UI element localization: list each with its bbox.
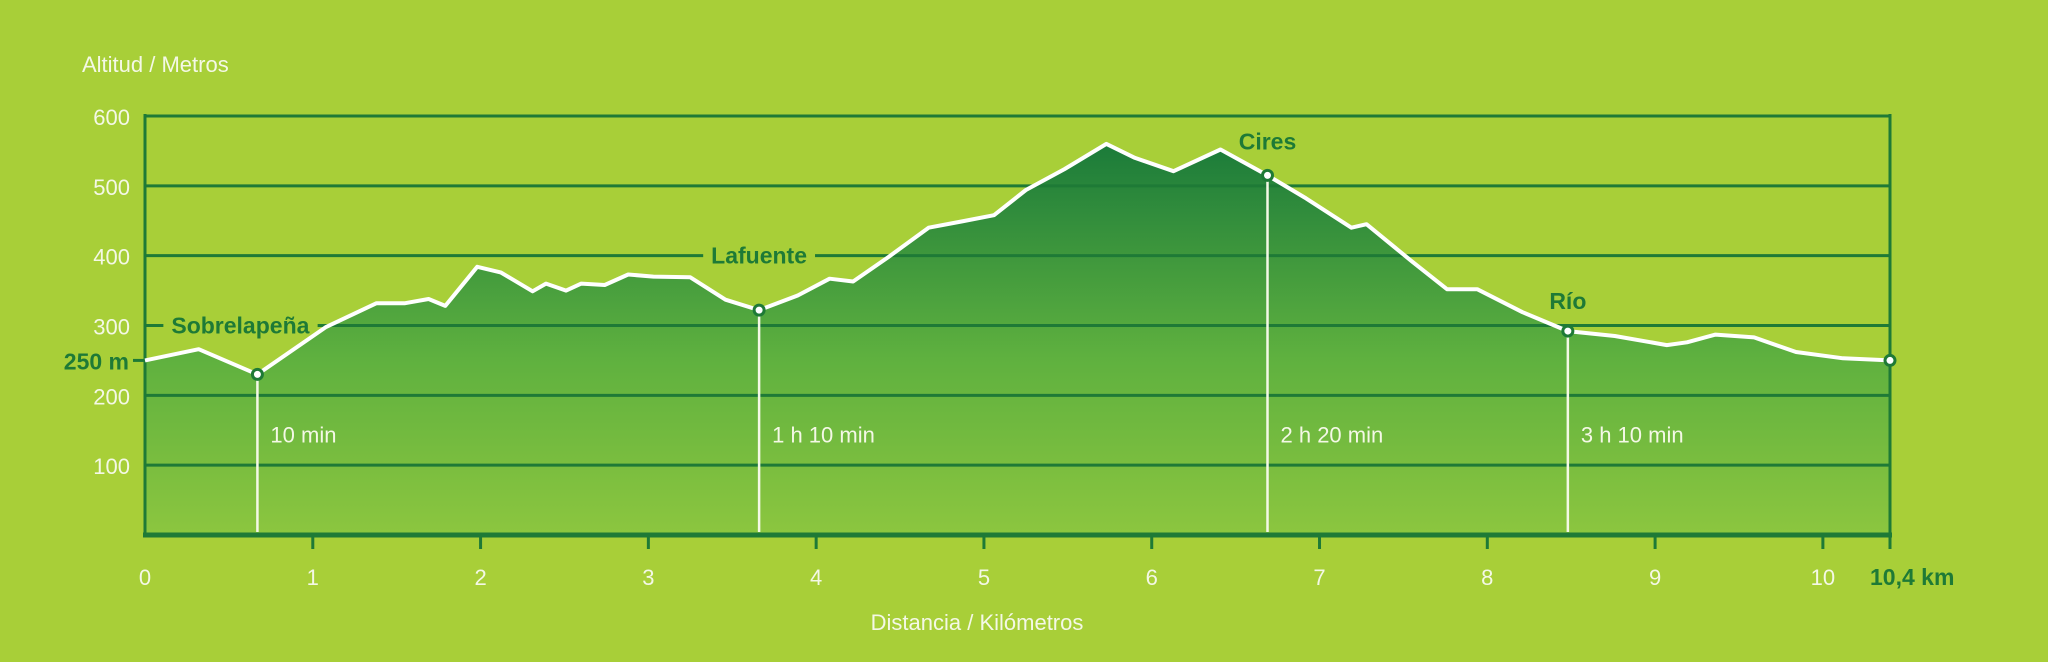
y-tick-label-300: 300 (93, 315, 130, 340)
y-axis-title: Altitud / Metros (82, 52, 229, 77)
start-elevation-label: 250 m (64, 348, 129, 374)
x-end-label: 10,4 km (1870, 564, 1954, 590)
waypoint-time-1: 1 h 10 min (772, 422, 875, 447)
waypoint-label-3: Río (1549, 288, 1586, 314)
waypoint-marker-1 (752, 303, 766, 317)
y-tick-label-600: 600 (93, 105, 130, 130)
x-tick-label-8: 8 (1481, 565, 1493, 590)
x-tick-label-7: 7 (1313, 565, 1325, 590)
y-tick-label-500: 500 (93, 175, 130, 200)
waypoint-label-gap-1 (703, 251, 816, 260)
x-axis-title: Distancia / Kilómetros (871, 610, 1084, 635)
waypoint-label-1: Lafuente (711, 243, 807, 269)
y-tick-label-400: 400 (93, 245, 130, 270)
x-tick-label-10: 10 (1811, 565, 1835, 590)
waypoint-time-3: 3 h 10 min (1581, 422, 1684, 447)
x-tick-label-2: 2 (474, 565, 486, 590)
x-tick-label-5: 5 (978, 565, 990, 590)
waypoint-marker-0 (250, 367, 264, 381)
waypoint-label-0: Sobrelapeña (171, 313, 309, 339)
x-tick-label-4: 4 (810, 565, 822, 590)
waypoint-marker-2 (1261, 168, 1275, 182)
waypoint-time-2: 2 h 20 min (1281, 422, 1384, 447)
end-point-marker (1883, 353, 1897, 367)
x-tick-label-3: 3 (642, 565, 654, 590)
x-tick-label-0: 0 (139, 565, 151, 590)
x-tick-label-1: 1 (307, 565, 319, 590)
elevation-line (144, 141, 1891, 377)
waypoint-marker-3 (1561, 324, 1575, 338)
waypoint-label-2: Cires (1239, 128, 1297, 154)
elevation-area (145, 143, 1890, 535)
x-tick-label-9: 9 (1649, 565, 1661, 590)
y-tick-label-200: 200 (93, 384, 130, 409)
waypoint-time-0: 10 min (270, 422, 336, 447)
waypoint-label-gap-0 (163, 321, 318, 330)
y-tick-label-100: 100 (93, 454, 130, 479)
x-tick-label-6: 6 (1146, 565, 1158, 590)
